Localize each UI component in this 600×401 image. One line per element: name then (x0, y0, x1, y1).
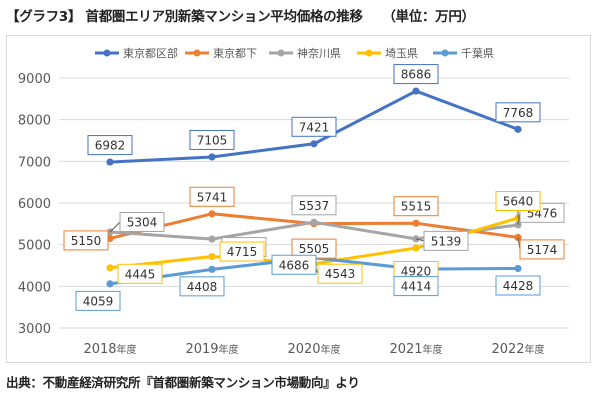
legend-label: 神奈川県 (297, 46, 341, 60)
data-label-box (189, 186, 235, 207)
chart-frame: 3000 4000 5000 6000 7000 8000 9000 2018年度 2019年… (6, 35, 591, 363)
x-tick-label: 2019年度 (185, 342, 238, 357)
data-label: 5741 (197, 190, 228, 204)
x-tick-label: 2020年度 (287, 342, 340, 357)
data-label-box (291, 195, 337, 216)
data-point (106, 280, 114, 288)
data-label-box (87, 135, 133, 156)
y-tick-label: 9000 (18, 72, 51, 87)
data-label-box (271, 254, 317, 275)
data-point (208, 210, 216, 218)
data-label-box (393, 276, 439, 297)
data-point (208, 235, 216, 243)
x-tick-label: 2018年度 (83, 342, 136, 357)
chart-title: 【グラフ3】 首都圏エリア別新築マンション平均価格の推移 （単位：万円） (6, 9, 475, 25)
data-point (310, 218, 318, 226)
data-label: 4920 (401, 265, 432, 279)
data-label: 4428 (503, 279, 534, 293)
data-label: 5174 (527, 243, 558, 257)
data-label-box (393, 196, 439, 217)
legend-marker (365, 49, 373, 57)
data-label-box (519, 239, 565, 260)
y-axis-ticks: 3000 4000 5000 6000 7000 8000 9000 (18, 72, 51, 337)
data-label: 4543 (325, 267, 356, 281)
data-point (208, 252, 216, 261)
data-label: 5640 (503, 195, 534, 209)
data-label: 7421 (299, 120, 330, 134)
legend-label: 東京都区部 (123, 46, 178, 60)
data-point (412, 219, 420, 227)
data-label: 5150 (71, 234, 102, 248)
data-labels: 6982 7105 7421 8686 7768 5150 5741 5505 5515 5174… (63, 64, 565, 311)
data-label-box (119, 212, 165, 232)
x-axis-ticks: 2018年度 2019年度 2020年度 2021年度 2022年度 (83, 342, 544, 357)
y-tick-label: 4000 (18, 280, 51, 295)
data-label: 5537 (299, 199, 330, 213)
legend: 東京都区部 東京都下 神奈川県 埼玉県 千葉県 (95, 46, 494, 60)
data-label: 5505 (299, 242, 330, 256)
legend-marker (277, 49, 285, 57)
data-label-box (75, 290, 121, 311)
data-label-box (179, 276, 225, 297)
data-point (208, 153, 216, 161)
data-label: 6982 (95, 139, 126, 153)
data-label-box (495, 275, 541, 296)
data-point (412, 244, 420, 252)
data-label-box (291, 116, 337, 137)
data-point (514, 233, 522, 242)
data-label-box (317, 263, 363, 284)
source-note: 出典：不動産経済研究所『首都圏新築マンション市場動向』より (6, 375, 360, 390)
data-label-box (63, 230, 109, 251)
data-label: 4686 (279, 258, 310, 272)
legend-marker (193, 49, 201, 57)
data-label-box (219, 241, 265, 262)
legend-marker (441, 49, 449, 57)
data-label: 4414 (401, 280, 432, 294)
x-tick-label: 2021年度 (389, 342, 442, 357)
legend-label: 千葉県 (461, 46, 494, 60)
y-tick-label: 6000 (18, 197, 51, 212)
y-tick-label: 5000 (18, 239, 51, 254)
data-point (106, 158, 114, 166)
data-point (514, 125, 522, 133)
legend-label: 東京都下 (213, 46, 257, 60)
data-label: 7105 (197, 133, 228, 147)
y-tick-label: 7000 (18, 155, 51, 170)
y-tick-label: 3000 (18, 322, 51, 337)
data-label-box (423, 230, 469, 251)
legend-marker (103, 49, 111, 57)
data-label: 5515 (401, 200, 432, 214)
data-label-box (495, 102, 541, 123)
data-label: 7768 (503, 106, 534, 120)
data-point (412, 87, 420, 95)
data-label: 5139 (431, 234, 462, 248)
y-tick-label: 8000 (18, 114, 51, 129)
data-point (310, 140, 318, 148)
data-label: 4059 (83, 294, 114, 308)
data-label: 4715 (227, 245, 258, 259)
data-label: 4445 (125, 267, 156, 281)
legend-label: 埼玉県 (385, 46, 418, 60)
data-point (208, 265, 216, 273)
x-tick-label: 2022年度 (491, 342, 544, 357)
data-point (106, 264, 114, 272)
label-connector (109, 221, 121, 233)
data-point (514, 264, 522, 273)
data-label: 4408 (187, 280, 218, 294)
data-label-box (189, 129, 235, 150)
data-label-box (117, 263, 163, 284)
label-connector (415, 238, 425, 242)
data-label-box (393, 64, 439, 85)
data-label: 8686 (401, 68, 432, 82)
data-label: 5304 (127, 216, 158, 230)
data-label-box (495, 191, 541, 211)
line-chart: 3000 4000 5000 6000 7000 8000 9000 2018年度 2019年… (18, 46, 569, 357)
